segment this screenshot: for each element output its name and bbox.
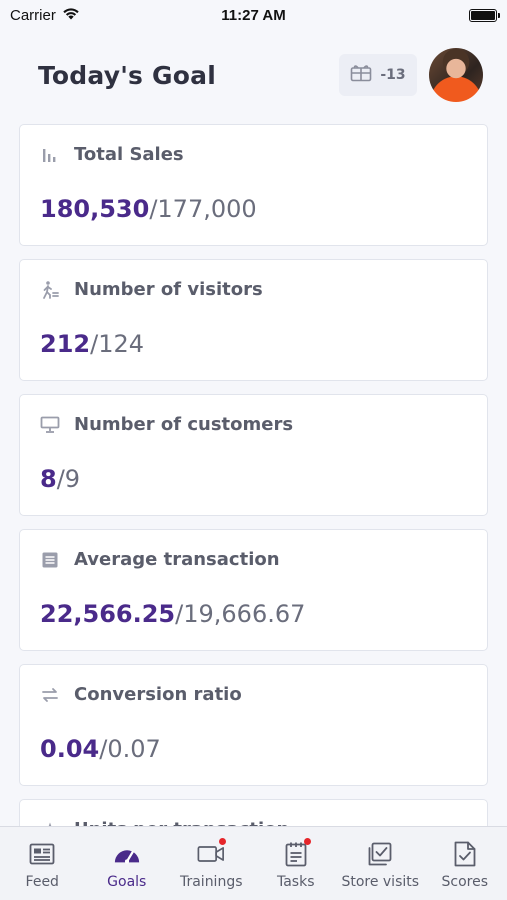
gift-card-icon bbox=[350, 64, 372, 86]
tab-label: Goals bbox=[107, 874, 147, 890]
goal-card-average-transaction[interactable]: Average transaction 22,566.25/19,666.67 bbox=[19, 529, 488, 651]
tab-store-visits[interactable]: Store visits bbox=[338, 827, 423, 900]
points-badge[interactable]: -13 bbox=[339, 54, 417, 96]
document-check-icon bbox=[451, 840, 479, 868]
carrier-label: Carrier bbox=[10, 6, 56, 24]
target-value: 177,000 bbox=[157, 195, 257, 223]
gauge-icon bbox=[113, 840, 141, 868]
wifi-icon bbox=[62, 7, 80, 24]
page-title: Today's Goal bbox=[38, 60, 216, 90]
swap-arrows-icon bbox=[40, 685, 60, 705]
card-value: 8/9 bbox=[40, 465, 80, 493]
bar-chart-icon bbox=[40, 145, 60, 165]
current-value: 22,566.25 bbox=[40, 600, 176, 628]
feed-icon bbox=[28, 840, 56, 868]
tab-feed[interactable]: Feed bbox=[0, 827, 85, 900]
value-separator: / bbox=[175, 600, 184, 628]
tab-goals[interactable]: Goals bbox=[85, 827, 170, 900]
goal-card-customers[interactable]: Number of customers 8/9 bbox=[19, 394, 488, 516]
card-label: Average transaction bbox=[74, 549, 280, 570]
card-value: 0.04/0.07 bbox=[40, 735, 161, 763]
goal-card-visitors[interactable]: Number of visitors 212/124 bbox=[19, 259, 488, 381]
clipboard-icon bbox=[282, 838, 311, 868]
card-value: 212/124 bbox=[40, 330, 144, 358]
tab-label: Feed bbox=[25, 874, 59, 890]
value-separator: / bbox=[56, 465, 65, 493]
current-value: 212 bbox=[40, 330, 91, 358]
checkbox-icon bbox=[366, 840, 394, 868]
video-camera-icon bbox=[197, 838, 227, 868]
value-separator: / bbox=[149, 195, 158, 223]
card-value: 22,566.25/19,666.67 bbox=[40, 600, 305, 628]
current-value: 8 bbox=[40, 465, 57, 493]
receipt-icon bbox=[40, 550, 60, 570]
header-right: -13 bbox=[339, 48, 483, 102]
points-value: -13 bbox=[380, 67, 406, 83]
status-left: Carrier bbox=[10, 7, 80, 24]
card-label: Number of visitors bbox=[74, 279, 263, 300]
goal-card-total-sales[interactable]: Total Sales 180,530/177,000 bbox=[19, 124, 488, 246]
tab-label: Tasks bbox=[276, 874, 315, 890]
goal-card-conversion-ratio[interactable]: Conversion ratio 0.04/0.07 bbox=[19, 664, 488, 786]
avatar[interactable] bbox=[429, 48, 483, 102]
target-value: 124 bbox=[98, 330, 145, 358]
card-label: Conversion ratio bbox=[74, 684, 242, 705]
tab-label: Trainings bbox=[179, 874, 243, 890]
value-separator: / bbox=[99, 735, 108, 763]
battery-icon bbox=[469, 8, 500, 22]
header: Today's Goal -13 bbox=[38, 45, 483, 105]
target-value: 19,666.67 bbox=[183, 600, 306, 628]
notification-dot bbox=[219, 838, 227, 845]
walking-person-icon bbox=[40, 280, 60, 300]
tab-trainings[interactable]: Trainings bbox=[169, 827, 254, 900]
target-value: 9 bbox=[64, 465, 81, 493]
current-value: 180,530 bbox=[40, 195, 150, 223]
cash-register-icon bbox=[40, 415, 60, 435]
value-separator: / bbox=[90, 330, 99, 358]
tab-bar: Feed Goals Trainings bbox=[0, 826, 507, 900]
status-bar: Carrier 11:27 AM bbox=[0, 0, 507, 30]
tab-label: Store visits bbox=[341, 874, 420, 890]
card-value: 180,530/177,000 bbox=[40, 195, 257, 223]
current-value: 0.04 bbox=[40, 735, 100, 763]
tab-scores[interactable]: Scores bbox=[423, 827, 507, 900]
card-label: Number of customers bbox=[74, 414, 294, 435]
tab-tasks[interactable]: Tasks bbox=[254, 827, 339, 900]
notification-dot bbox=[303, 838, 311, 845]
card-label: Total Sales bbox=[74, 144, 184, 165]
goal-cards: Total Sales 180,530/177,000 Number of vi… bbox=[19, 124, 488, 872]
target-value: 0.07 bbox=[107, 735, 161, 763]
tab-label: Scores bbox=[441, 874, 488, 890]
